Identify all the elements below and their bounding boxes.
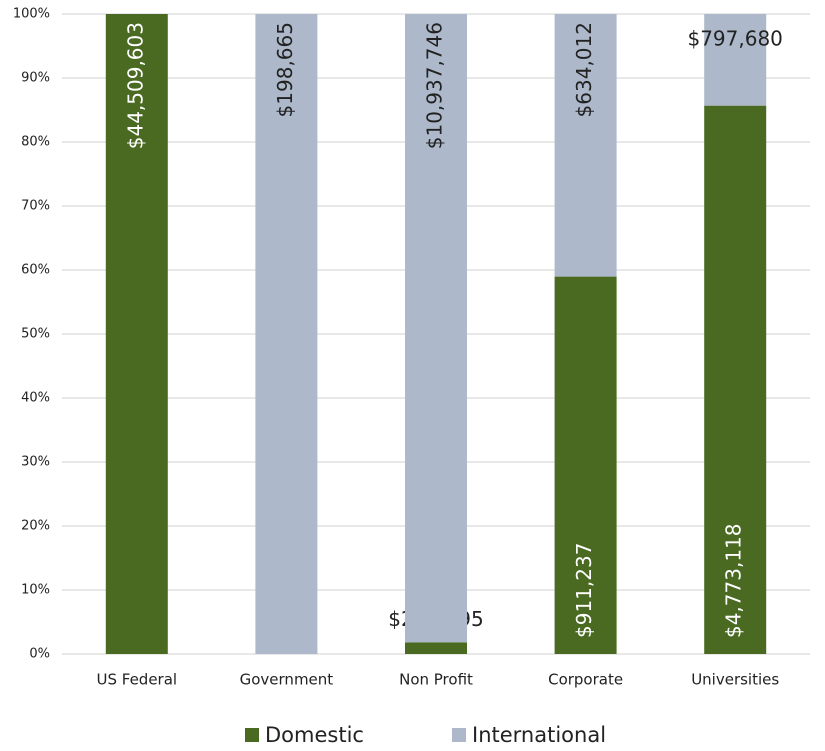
y-tick-label: 50% [21, 327, 50, 342]
bar-segment [554, 14, 617, 277]
bar-segment [704, 14, 767, 106]
x-tick-label: Universities [691, 671, 779, 689]
legend-swatch [452, 728, 466, 742]
value-label: $911,237 [572, 543, 596, 638]
y-tick-label: 80% [21, 135, 50, 150]
x-tick-label: Non Profit [399, 671, 473, 689]
value-label: $198,665 [273, 22, 297, 117]
x-tick-label: Government [240, 671, 334, 689]
legend-swatch [245, 728, 259, 742]
y-tick-label: 90% [21, 71, 50, 86]
value-label: $44,509,603 [123, 22, 147, 149]
value-label: $10,937,746 [423, 22, 447, 149]
legend-label: Domestic [265, 723, 364, 747]
y-tick-label: 20% [21, 519, 50, 534]
y-tick-label: 10% [21, 583, 50, 598]
bar-segment [554, 276, 617, 654]
value-label: $4,773,118 [722, 523, 746, 638]
value-label: $634,012 [572, 22, 596, 117]
bar-segment [405, 14, 467, 643]
x-tick-label: US Federal [97, 671, 178, 689]
y-tick-label: 60% [21, 263, 50, 278]
y-tick-label: 30% [21, 455, 50, 470]
x-tick-label: Corporate [548, 671, 623, 689]
y-tick-label: 70% [21, 199, 50, 214]
bar-segment [105, 14, 168, 654]
value-label: $797,680 [687, 27, 782, 51]
bar-segment [255, 14, 318, 654]
bar-segment [704, 105, 767, 655]
bar-segment [405, 642, 467, 654]
legend-label: International [472, 723, 606, 747]
y-tick-label: 40% [21, 391, 50, 406]
y-tick-label: 100% [13, 7, 50, 22]
y-tick-label: 0% [29, 647, 50, 662]
